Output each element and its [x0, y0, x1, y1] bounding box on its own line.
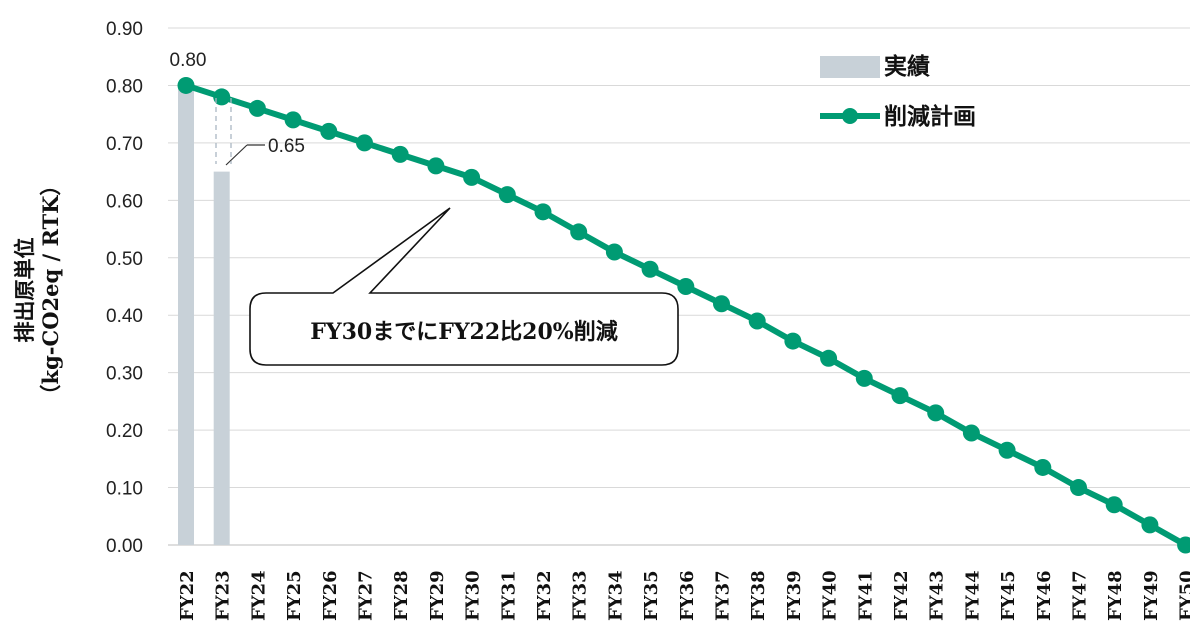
plan-point — [392, 146, 409, 163]
legend: 実績 削減計画 — [820, 53, 976, 130]
x-tick-label: FY48 — [1105, 570, 1126, 621]
data-label-leader — [226, 145, 247, 165]
x-tick-label: FY32 — [534, 570, 555, 621]
plan-point — [713, 295, 730, 312]
callout: FY30までにFY22比20%削減 — [250, 208, 678, 365]
x-tick-label: FY23 — [213, 570, 234, 621]
legend-label-plan: 削減計画 — [884, 103, 976, 130]
y-tick-label: 0.30 — [106, 364, 143, 385]
y-axis-ticks: 0.00 0.10 0.20 0.30 0.40 0.50 0.60 0.70 0.80 0.90 — [106, 19, 143, 557]
x-tick-label: FY38 — [748, 570, 769, 621]
plan-point — [784, 333, 801, 350]
x-tick-label: FY36 — [677, 570, 698, 621]
x-tick-label: FY42 — [891, 570, 912, 621]
plan-point — [356, 134, 373, 151]
plan-point — [285, 111, 302, 128]
y-tick-label: 0.40 — [106, 306, 143, 327]
x-tick-label: FY43 — [927, 570, 948, 621]
x-tick-label: FY22 — [177, 570, 198, 621]
actual-bar — [214, 172, 230, 545]
x-tick-label: FY30 — [463, 570, 484, 621]
plan-point — [1141, 516, 1158, 533]
plan-point — [499, 186, 516, 203]
legend-swatch-actual — [820, 56, 880, 78]
callout-text: FY30までにFY22比20%削減 — [310, 319, 617, 345]
x-tick-label: FY24 — [248, 570, 269, 621]
y-axis-title-line1: 排出原単位 — [12, 238, 37, 343]
x-tick-label: FY27 — [356, 570, 377, 621]
y-tick-label: 0.80 — [106, 76, 143, 97]
y-tick-label: 0.50 — [106, 249, 143, 270]
plan-point — [999, 442, 1016, 459]
x-axis-ticks: FY22 FY23 FY24 FY25 FY26 FY27 FY28 FY29 FY30 FY31… — [177, 570, 1190, 621]
y-tick-label: 0.10 — [106, 479, 143, 500]
plan-point — [820, 350, 837, 367]
y-axis-title: 排出原単位 （kg-CO2eq / RTK） — [12, 175, 63, 406]
y-tick-label: 0.90 — [106, 19, 143, 40]
x-tick-label: FY35 — [641, 570, 662, 621]
plan-point — [535, 203, 552, 220]
y-axis-title-line2: （kg-CO2eq / RTK） — [38, 175, 63, 406]
plan-point — [963, 424, 980, 441]
plan-point — [1070, 479, 1087, 496]
x-tick-label: FY44 — [962, 570, 983, 621]
x-tick-label: FY49 — [1141, 570, 1162, 621]
plan-point — [856, 370, 873, 387]
plan-point — [1034, 459, 1051, 476]
x-tick-label: FY33 — [570, 570, 591, 621]
plan-point — [677, 278, 694, 295]
data-label-fy22: 0.80 — [170, 50, 207, 71]
x-tick-label: FY46 — [1034, 570, 1055, 621]
y-tick-label: 0.20 — [106, 421, 143, 442]
plan-point — [463, 169, 480, 186]
x-tick-label: FY47 — [1070, 570, 1091, 621]
x-tick-label: FY37 — [713, 570, 734, 621]
data-label-fy23: 0.65 — [268, 136, 305, 157]
x-tick-label: FY45 — [998, 570, 1019, 621]
plan-point — [642, 261, 659, 278]
x-tick-label: FY50 — [1177, 570, 1190, 621]
plan-point — [249, 100, 266, 117]
plan-point — [178, 77, 195, 94]
plan-point — [927, 404, 944, 421]
actual-bar — [178, 85, 194, 545]
x-tick-label: FY26 — [320, 570, 341, 621]
plan-point — [1106, 496, 1123, 513]
x-tick-label: FY29 — [427, 570, 448, 621]
y-tick-label: 0.00 — [106, 536, 143, 557]
x-tick-label: FY34 — [605, 570, 626, 621]
y-tick-label: 0.60 — [106, 191, 143, 212]
plan-point — [749, 312, 766, 329]
plan-point — [320, 123, 337, 140]
x-tick-label: FY39 — [784, 570, 805, 621]
legend-label-actual: 実績 — [884, 53, 930, 80]
x-tick-label: FY40 — [820, 570, 841, 621]
plan-point — [570, 223, 587, 240]
y-tick-label: 0.70 — [106, 134, 143, 155]
legend-swatch-plan-marker — [842, 108, 858, 124]
x-tick-label: FY41 — [855, 570, 876, 621]
x-tick-label: FY25 — [284, 570, 305, 621]
x-tick-label: FY28 — [391, 570, 412, 621]
plan-point — [606, 244, 623, 261]
x-tick-label: FY31 — [498, 570, 519, 621]
plan-point — [427, 157, 444, 174]
plan-point — [892, 387, 909, 404]
